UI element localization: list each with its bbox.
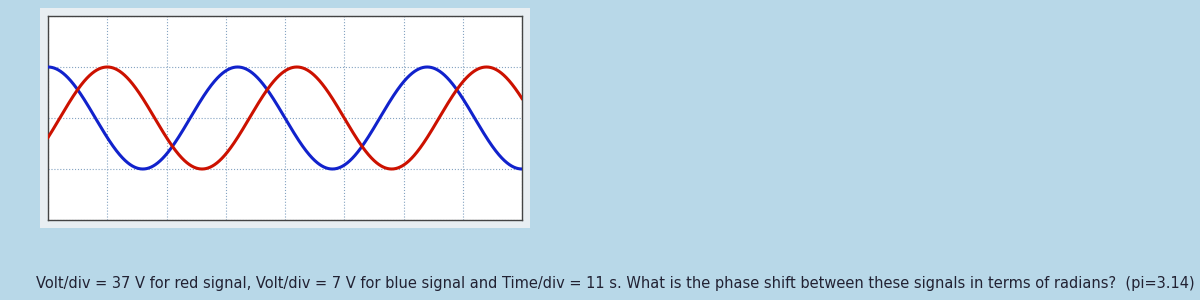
Text: Volt/div = 37 V for red signal, Volt/div = 7 V for blue signal and Time/div = 11: Volt/div = 37 V for red signal, Volt/div… [36,276,1195,291]
